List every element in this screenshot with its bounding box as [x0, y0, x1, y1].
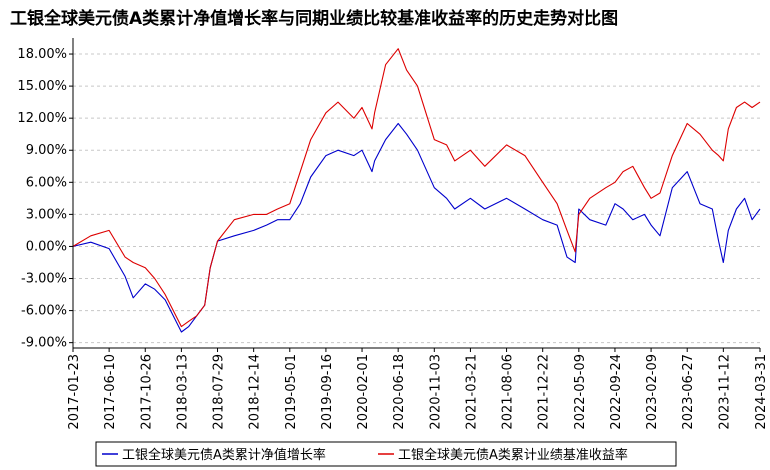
x-tick-label: 2021-12-22 [537, 354, 552, 430]
x-tick-label: 2018-12-14 [248, 354, 263, 430]
series-line-benchmark [72, 48, 761, 328]
x-tick-label: 2017-06-10 [103, 354, 118, 430]
series-layer [72, 48, 761, 333]
x-tick-label: 2022-09-24 [609, 354, 624, 430]
x-tick-label: 2017-01-23 [67, 354, 82, 430]
legend-label: 工银全球美元债A类累计净值增长率 [122, 447, 326, 463]
axis-layer: 18.00% 15.00% 12.00% 9.00% 6.00% 3.00% 0.00% -3… [17, 38, 769, 430]
legend-label: 工银全球美元债A类累计业绩基准收益率 [398, 447, 628, 463]
y-tick-label: -6.00% [21, 304, 67, 319]
y-tick-label: -3.00% [21, 272, 67, 287]
y-tick-label: 9.00% [26, 143, 67, 158]
y-tick-label: -9.00% [21, 336, 67, 351]
x-tick-label: 2017-10-26 [139, 354, 154, 430]
x-tick-label: 2021-03-21 [464, 354, 479, 430]
x-tick-label: 2024-03-31 [754, 354, 769, 430]
x-tick-label: 2022-05-09 [573, 354, 588, 430]
x-tick-label: 2019-09-16 [320, 354, 335, 430]
x-tick-label: 2023-02-09 [645, 354, 660, 430]
x-tick-label: 2019-05-01 [284, 354, 299, 430]
y-tick-label: 0.00% [26, 239, 67, 254]
chart-title: 工银全球美元债A类累计净值增长率与同期业绩比较基准收益率的历史走势对比图 [10, 8, 618, 29]
y-tick-label: 3.00% [26, 207, 67, 222]
x-tick-label: 2018-07-29 [212, 354, 227, 430]
x-tick-label: 2020-06-18 [392, 354, 407, 430]
grid-layer [73, 53, 760, 344]
x-tick-label: 2020-11-03 [428, 354, 443, 430]
series-line-nav-growth [72, 122, 761, 333]
y-tick-label: 12.00% [17, 111, 67, 126]
x-tick-label: 2018-03-13 [175, 354, 190, 430]
y-tick-label: 18.00% [17, 47, 67, 62]
x-tick-label: 2023-11-12 [717, 354, 732, 430]
x-tick-label: 2020-02-01 [356, 354, 371, 430]
legend: 工银全球美元债A类累计净值增长率 工银全球美元债A类累计业绩基准收益率 [95, 441, 677, 467]
y-tick-label: 15.00% [17, 79, 67, 94]
y-tick-label: 6.00% [26, 175, 67, 190]
x-tick-label: 2023-06-27 [681, 354, 696, 430]
x-tick-label: 2021-08-06 [501, 354, 516, 430]
